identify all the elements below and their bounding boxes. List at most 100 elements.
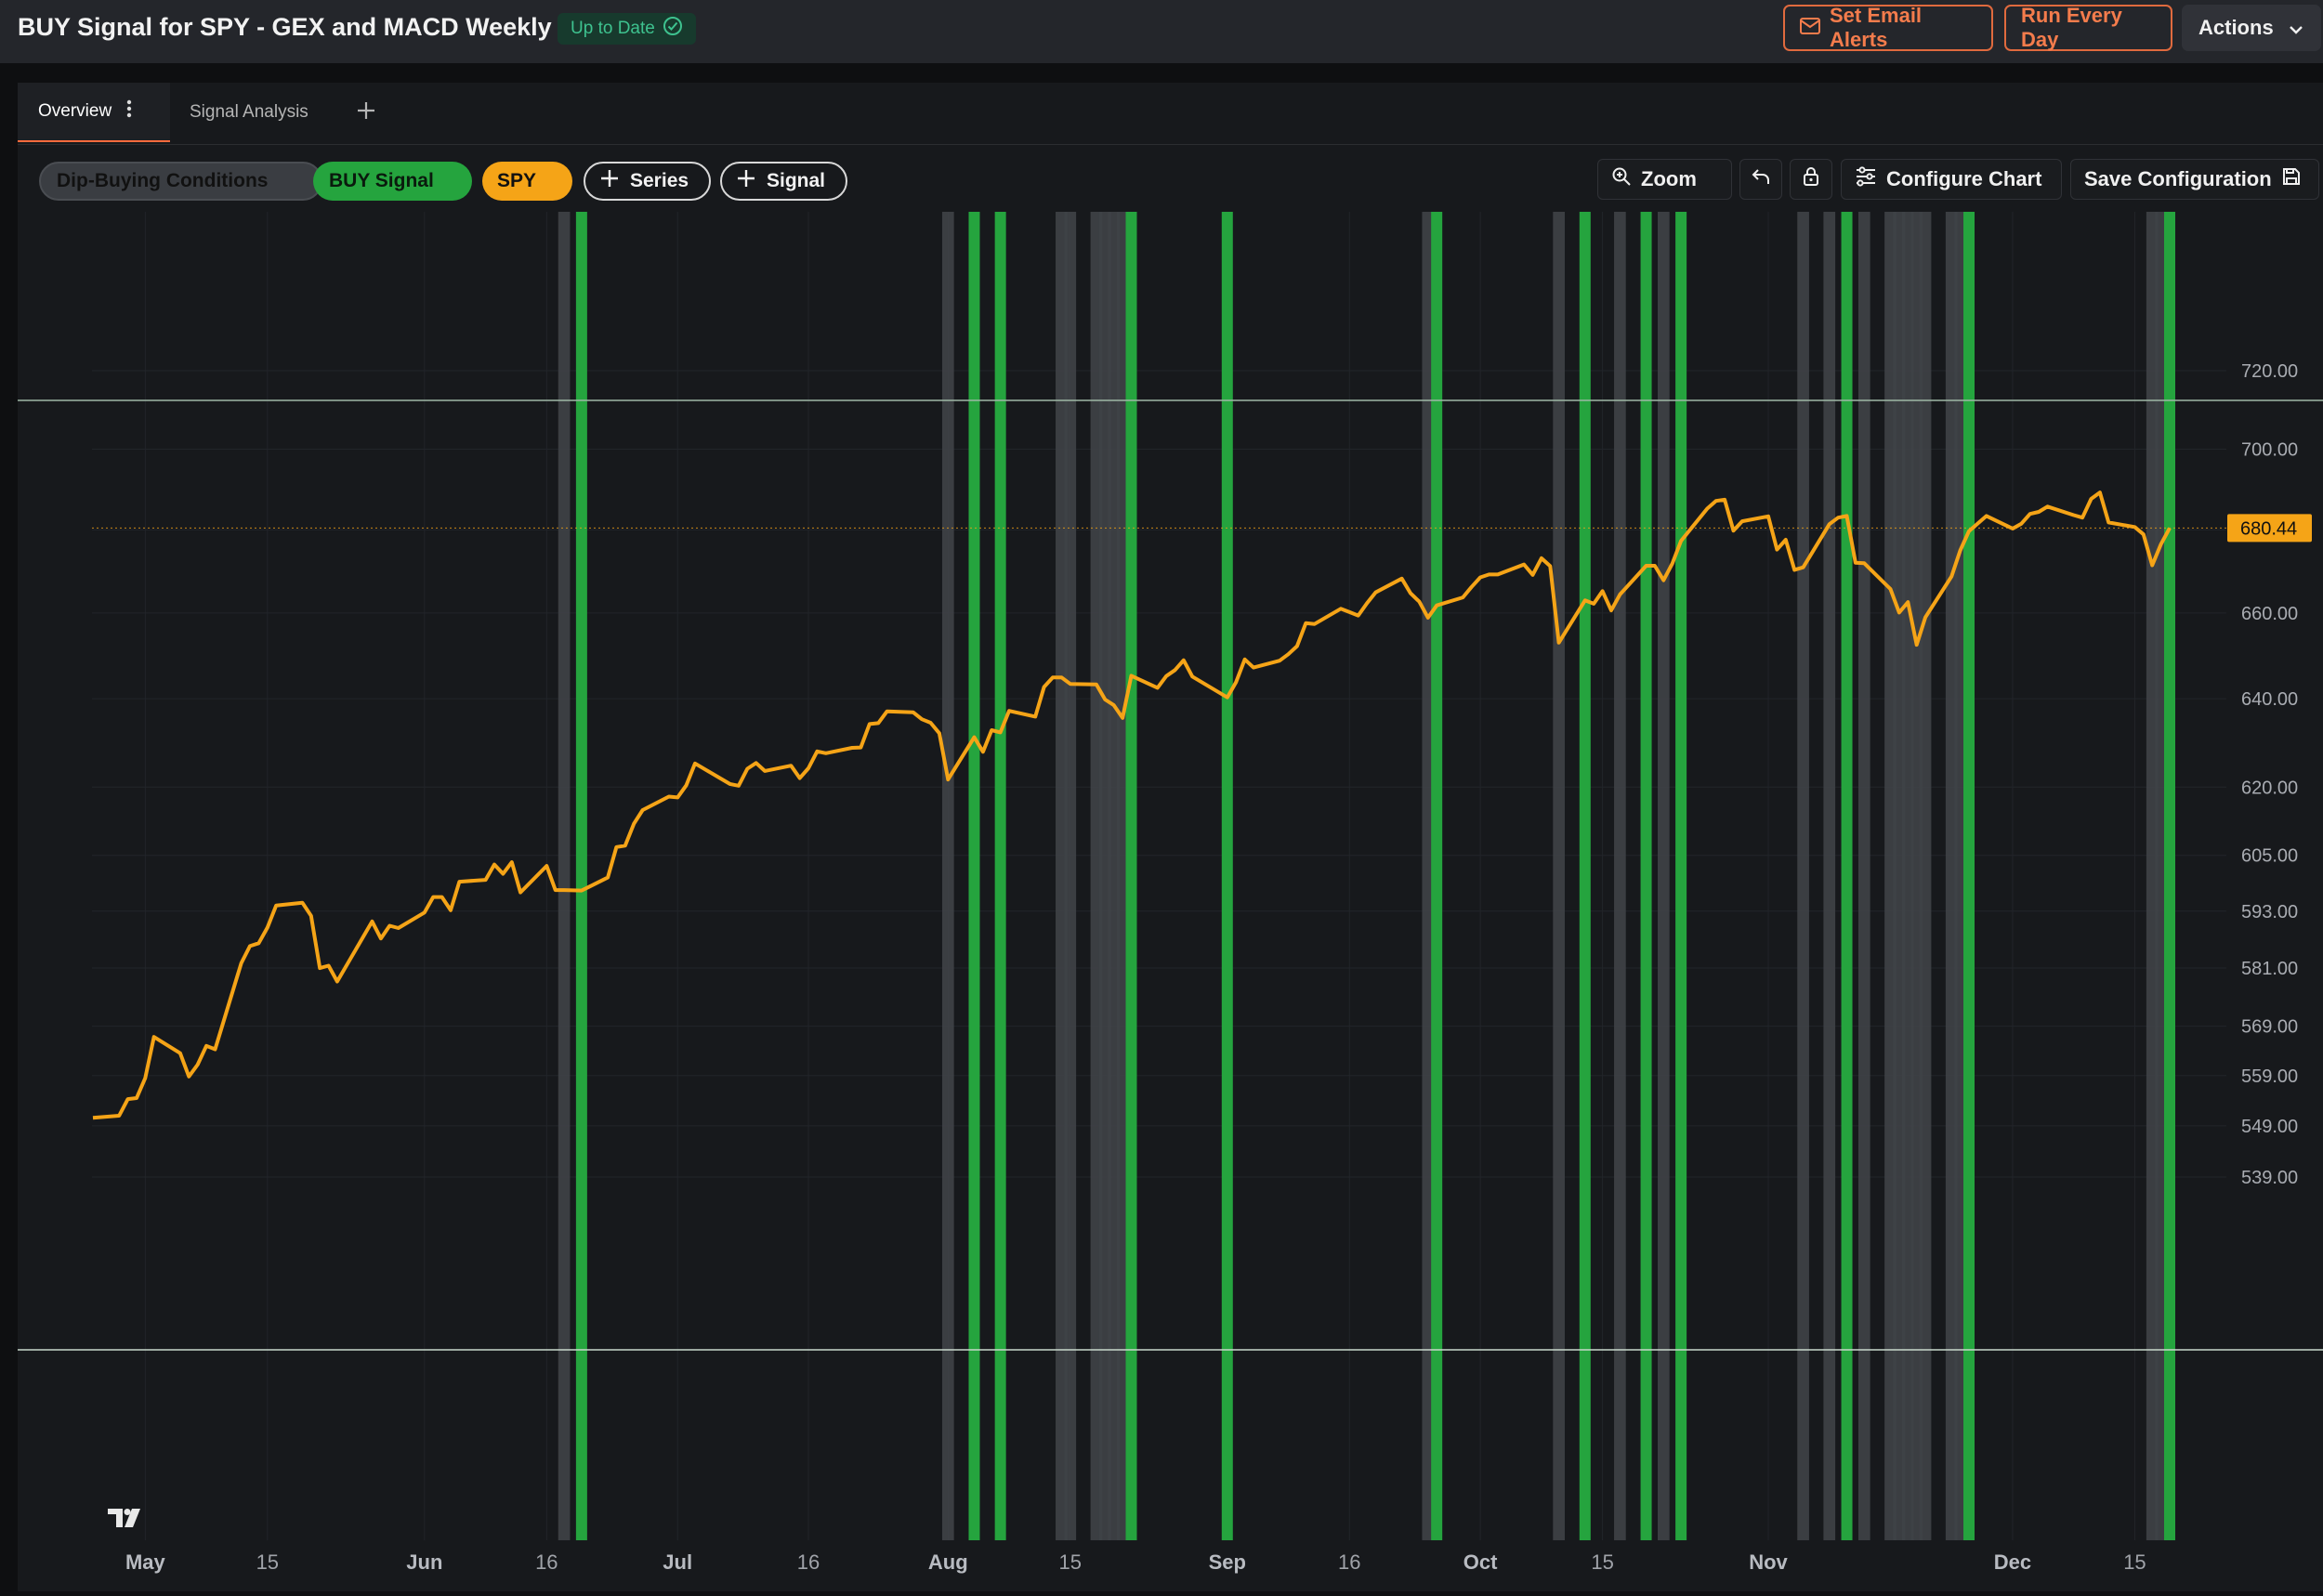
run-every-day-label: Run Every Day bbox=[2021, 4, 2122, 51]
buy-signal-band bbox=[968, 212, 980, 1540]
dip-buying-conditions-chip[interactable]: Dip-Buying Conditions bbox=[39, 162, 322, 201]
y-tick-label: 700.00 bbox=[2241, 439, 2298, 460]
add-signal-button[interactable]: Signal bbox=[720, 162, 847, 201]
x-tick-label: 15 bbox=[2123, 1550, 2146, 1574]
condition-band bbox=[1064, 212, 1077, 1540]
undo-button[interactable] bbox=[1739, 159, 1782, 200]
mail-icon bbox=[1800, 16, 1820, 40]
x-tick-label: Sep bbox=[1209, 1550, 1246, 1574]
save-configuration-label: Save Configuration bbox=[2084, 167, 2272, 190]
y-tick-label: 593.00 bbox=[2241, 902, 2298, 922]
buy-signal-band bbox=[575, 212, 587, 1540]
spy-chip[interactable]: SPY bbox=[482, 162, 572, 201]
tab-overview[interactable]: Overview bbox=[18, 83, 170, 142]
x-tick-label: 15 bbox=[256, 1550, 279, 1574]
chevron-down-icon bbox=[2289, 16, 2303, 40]
x-tick-label: 16 bbox=[535, 1550, 558, 1574]
lock-button[interactable] bbox=[1790, 159, 1832, 200]
x-tick-label: Nov bbox=[1749, 1550, 1788, 1574]
buy-signal-chip[interactable]: BUY Signal bbox=[313, 162, 472, 201]
x-tick-label: 15 bbox=[1059, 1550, 1082, 1574]
save-configuration-button[interactable]: Save Configuration bbox=[2070, 159, 2319, 200]
y-tick-label: 539.00 bbox=[2241, 1168, 2298, 1188]
status-badge: Up to Date bbox=[558, 13, 696, 45]
plus-icon bbox=[737, 169, 755, 193]
y-tick-label: 605.00 bbox=[2241, 846, 2298, 867]
chip-label: BUY Signal bbox=[329, 170, 434, 191]
y-tick-label: 549.00 bbox=[2241, 1117, 2298, 1137]
add-signal-label: Signal bbox=[767, 170, 826, 191]
y-tick-label: 640.00 bbox=[2241, 689, 2298, 710]
status-text: Up to Date bbox=[571, 19, 655, 38]
zoom-button[interactable]: Zoom bbox=[1597, 159, 1732, 200]
plus-icon bbox=[600, 169, 619, 193]
spy-series-line bbox=[92, 491, 2172, 1120]
run-every-day-button[interactable]: Run Every Day bbox=[2004, 4, 2172, 51]
y-tick-label: 569.00 bbox=[2241, 1017, 2298, 1038]
buy-signal-band bbox=[2164, 212, 2175, 1540]
add-series-label: Series bbox=[630, 170, 689, 191]
undo-icon bbox=[1751, 166, 1771, 192]
tab-signal-analysis[interactable]: Signal Analysis bbox=[190, 83, 308, 142]
condition-band bbox=[1797, 212, 1809, 1540]
x-tick-label: Aug bbox=[928, 1550, 968, 1574]
condition-band bbox=[1857, 212, 1870, 1540]
spy-chart[interactable]: 720.00700.00680.00660.00640.00620.00605.… bbox=[18, 212, 2323, 1591]
check-circle-icon bbox=[663, 16, 683, 42]
buy-signal-band bbox=[1221, 212, 1233, 1540]
tradingview-logo[interactable] bbox=[108, 1509, 140, 1527]
y-tick-label: 720.00 bbox=[2241, 361, 2298, 382]
zoom-icon bbox=[1611, 166, 1632, 192]
sliders-icon bbox=[1855, 166, 1877, 192]
x-tick-label: 15 bbox=[1591, 1550, 1613, 1574]
x-tick-label: 16 bbox=[1338, 1550, 1360, 1574]
y-tick-label: 620.00 bbox=[2241, 778, 2298, 798]
buy-signal-band bbox=[1963, 212, 1975, 1540]
x-tick-label: Jul bbox=[663, 1550, 692, 1574]
chip-label: Dip-Buying Conditions bbox=[57, 170, 269, 191]
chart-background bbox=[18, 212, 2323, 1591]
last-value-label: 680.44 bbox=[2240, 518, 2297, 539]
x-tick-label: Jun bbox=[406, 1550, 442, 1574]
actions-dropdown[interactable]: Actions bbox=[2182, 5, 2321, 51]
condition-band bbox=[1553, 212, 1565, 1540]
add-series-button[interactable]: Series bbox=[584, 162, 711, 201]
x-tick-label: Dec bbox=[1994, 1550, 2031, 1574]
tab-overview-label: Overview bbox=[38, 101, 112, 121]
x-tick-label: May bbox=[125, 1550, 166, 1574]
y-tick-label: 581.00 bbox=[2241, 959, 2298, 979]
chart-toolbar: Dip-Buying Conditions BUY Signal SPY Ser… bbox=[18, 152, 2323, 210]
condition-band bbox=[1823, 212, 1836, 1540]
buy-signal-band bbox=[1640, 212, 1652, 1540]
chip-label: SPY bbox=[497, 170, 537, 191]
buy-signal-band bbox=[1675, 212, 1687, 1540]
more-vertical-icon[interactable] bbox=[126, 99, 132, 124]
condition-band bbox=[1657, 212, 1670, 1540]
configure-chart-label: Configure Chart bbox=[1886, 167, 2042, 190]
chart-container[interactable]: 720.00700.00680.00660.00640.00620.00605.… bbox=[18, 212, 2323, 1591]
y-tick-label: 559.00 bbox=[2241, 1066, 2298, 1087]
y-tick-label: 660.00 bbox=[2241, 604, 2298, 624]
save-icon bbox=[2281, 166, 2302, 192]
buy-signal-band bbox=[1579, 212, 1591, 1540]
lock-icon bbox=[1802, 166, 1820, 192]
dashboard-panel: Overview Signal Analysis Dip-Buying Cond… bbox=[18, 83, 2323, 1591]
buy-signal-band bbox=[994, 212, 1006, 1540]
buy-signal-band bbox=[1125, 212, 1137, 1540]
configure-chart-button[interactable]: Configure Chart bbox=[1841, 159, 2062, 200]
buy-signal-band bbox=[1431, 212, 1443, 1540]
plus-icon bbox=[356, 97, 376, 128]
condition-band bbox=[1422, 212, 1435, 1540]
tab-signal-analysis-label: Signal Analysis bbox=[190, 102, 308, 122]
condition-band bbox=[1116, 212, 1129, 1540]
condition-band bbox=[1614, 212, 1626, 1540]
condition-band bbox=[2155, 212, 2167, 1540]
tab-bar: Overview Signal Analysis bbox=[18, 83, 2323, 145]
condition-band bbox=[941, 212, 954, 1540]
condition-band bbox=[558, 212, 571, 1540]
add-tab-button[interactable] bbox=[356, 83, 376, 142]
set-email-alerts-button[interactable]: Set Email Alerts bbox=[1783, 4, 1993, 51]
last-value-tag bbox=[2227, 514, 2312, 543]
x-tick-label: Oct bbox=[1463, 1550, 1498, 1574]
buy-signal-band bbox=[1841, 212, 1853, 1540]
